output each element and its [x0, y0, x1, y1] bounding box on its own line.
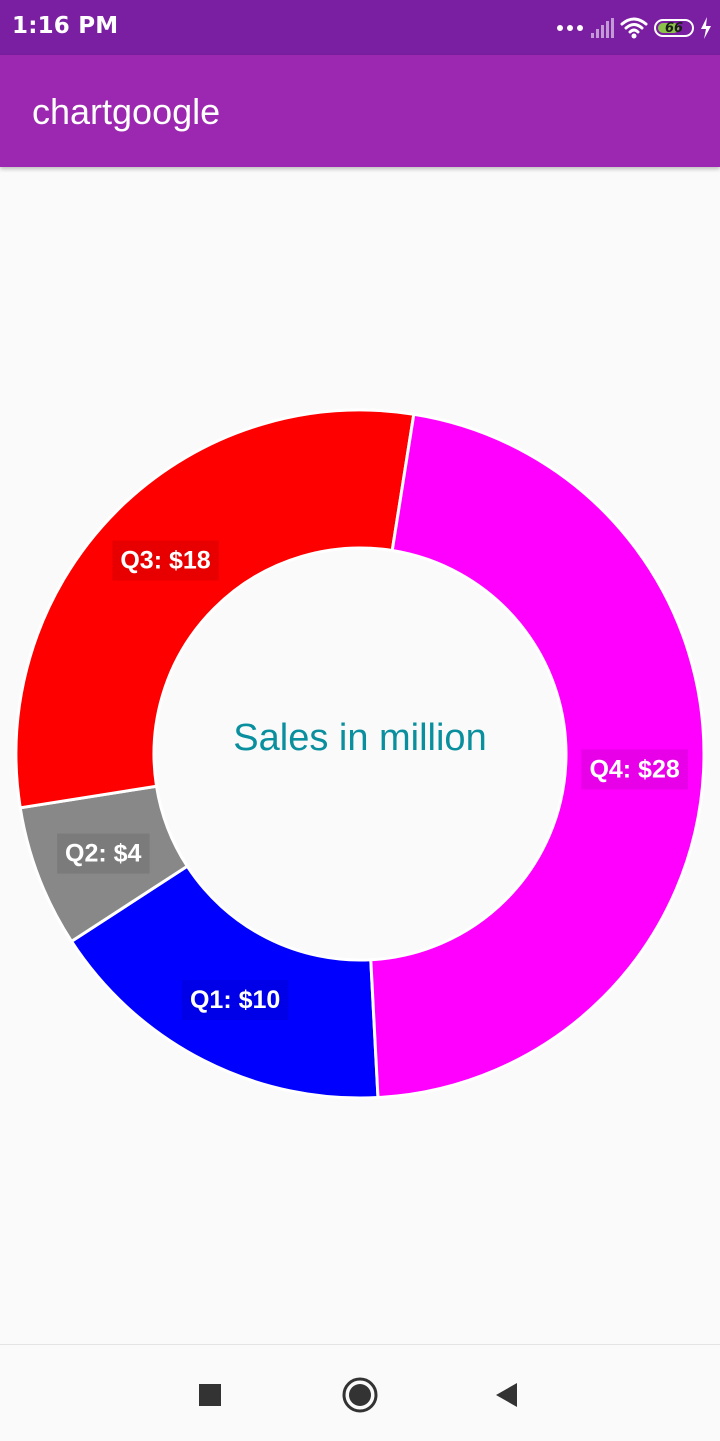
nav-bar — [0, 1344, 720, 1441]
svg-text:Q3: $18: Q3: $18 — [120, 547, 210, 575]
back-triangle-icon[interactable] — [486, 1375, 526, 1415]
status-bar: 1:16 PM 66 — [0, 0, 720, 55]
chart-center-text: Sales in million — [233, 717, 486, 759]
svg-text:Q1: $10: Q1: $10 — [190, 986, 280, 1014]
dots-icon — [557, 25, 583, 31]
app-title: chartgoogle — [32, 91, 221, 132]
slice-label-q3: Q3: $18 — [112, 540, 219, 581]
svg-text:Q2: $4: Q2: $4 — [65, 840, 142, 868]
donut-chart: Q1: $10 Q2: $4 Q3: $18 Q4: $28 Sales in mill… — [0, 167, 720, 1343]
recents-square-icon[interactable] — [190, 1375, 230, 1415]
slice-label-q1: Q1: $10 — [181, 980, 289, 1021]
status-time: 1:16 PM — [12, 13, 119, 39]
svg-text:Q4: $28: Q4: $28 — [589, 755, 679, 783]
slice-label-q4: Q4: $28 — [581, 749, 688, 790]
signal-icon — [591, 18, 614, 38]
charging-icon — [701, 17, 711, 39]
donut-chart-svg: Q1: $10 Q2: $4 Q3: $18 Q4: $28 Sales in mill… — [14, 408, 706, 1100]
battery-level: 66 — [664, 20, 684, 36]
wifi-icon — [620, 17, 648, 39]
battery-icon: 66 — [654, 19, 694, 37]
home-circle-icon[interactable] — [340, 1375, 380, 1415]
slice-q1[interactable] — [69, 864, 380, 1100]
app-bar: chartgoogle — [0, 55, 720, 167]
slice-q4[interactable] — [369, 412, 706, 1100]
slice-q3[interactable] — [14, 408, 416, 810]
slice-label-q2: Q2: $4 — [57, 833, 150, 874]
status-icons: 66 — [557, 14, 712, 42]
